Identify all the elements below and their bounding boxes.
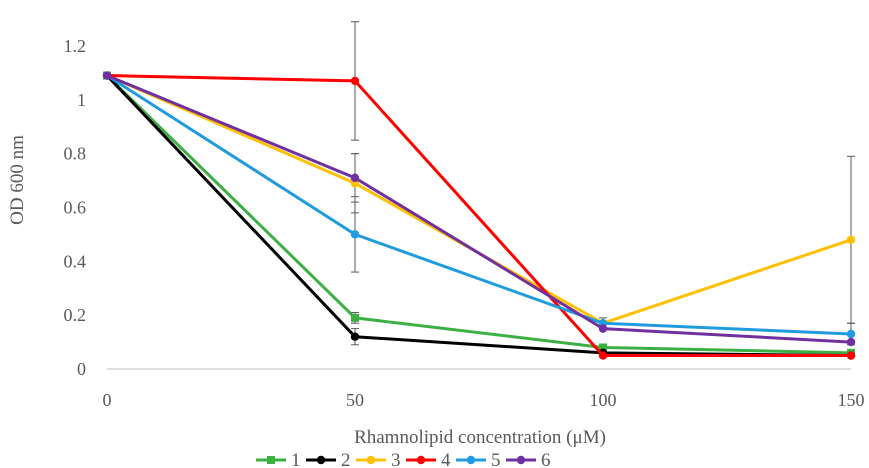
data-point-1: [351, 313, 359, 322]
data-point-6: [350, 173, 360, 183]
legend-marker-6: [516, 455, 526, 465]
legend-label-4: 4: [441, 450, 451, 468]
series-line-2: [105, 74, 852, 358]
x-tick-label: 100: [590, 390, 617, 410]
y-tick-label: 0.6: [64, 197, 87, 217]
legend-label-5: 5: [491, 450, 501, 468]
data-point-2: [350, 332, 360, 341]
y-tick-label: 0: [77, 359, 86, 379]
data-point-5: [350, 230, 360, 239]
y-tick-label: 0.2: [64, 305, 87, 325]
data-point-5: [846, 329, 856, 339]
data-point-3: [846, 235, 856, 244]
legend-marker-1: [267, 456, 275, 464]
x-tick-label: 0: [103, 390, 112, 410]
legend-marker-2: [316, 455, 326, 465]
data-point-6: [598, 324, 608, 333]
legend-label-2: 2: [341, 450, 351, 468]
y-tick-label: 0.4: [64, 251, 87, 271]
series-line-6: [106, 74, 852, 344]
series-line-5: [106, 74, 852, 336]
data-point-6: [846, 337, 856, 347]
x-tick-label: 150: [838, 390, 865, 410]
series-line-1: [105, 74, 852, 355]
x-tick-label: 50: [346, 390, 364, 410]
y-tick-label: 0.8: [64, 144, 87, 164]
data-point-4: [846, 351, 856, 360]
y-tick-label: 1: [77, 90, 86, 110]
y-tick-label: 1.2: [64, 36, 87, 56]
series-line-4: [106, 74, 851, 358]
legend-marker-3: [366, 455, 376, 465]
data-point-6: [102, 71, 112, 80]
legend-label-1: 1: [291, 450, 301, 468]
legend-label-6: 6: [541, 450, 551, 468]
y-axis-title: OD 600 nm: [7, 135, 28, 225]
x-axis-title: Rhamnolipid concentration (μM): [354, 427, 606, 448]
legend-label-3: 3: [391, 450, 401, 468]
data-point-1: [599, 343, 607, 352]
data-point-4: [598, 351, 608, 360]
data-point-4: [350, 76, 360, 86]
series-line-3: [106, 74, 852, 325]
plot-area: 0 0.2 0.4 0.6 0.8 1 1.2 0 50 100 150: [64, 21, 865, 410]
legend: 1 2 3 4 5 6: [256, 450, 551, 468]
legend-marker-5: [466, 455, 476, 465]
legend-marker-4: [416, 455, 426, 465]
